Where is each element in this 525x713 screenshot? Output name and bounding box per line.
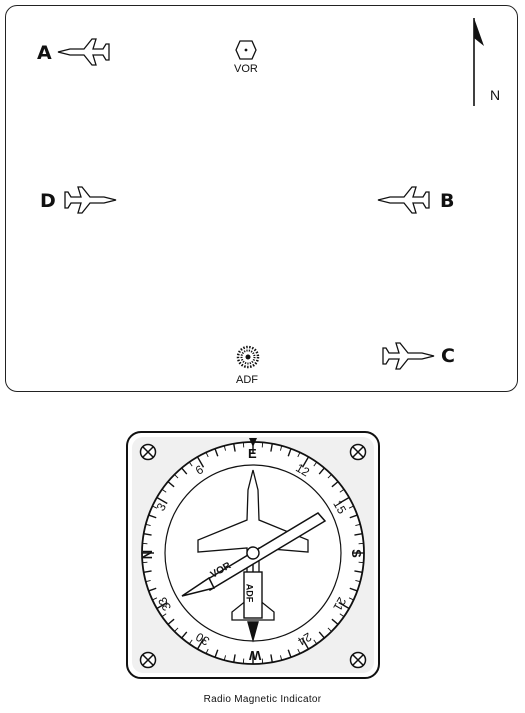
compass-tick [301, 638, 310, 650]
compass-tick [313, 639, 318, 645]
compass-tick [214, 448, 219, 457]
aircraft-a-label: A [37, 42, 52, 64]
compass-tick [174, 474, 179, 479]
compass-tick [161, 613, 167, 618]
compass-tick [205, 452, 209, 458]
compass-tick [143, 533, 152, 536]
compass-tick [145, 580, 151, 583]
north-arrow-icon [473, 18, 484, 106]
compass-tick [214, 649, 219, 658]
compass-ticks [142, 442, 364, 664]
aircraft-a-icon [57, 38, 110, 66]
compass-tick [327, 627, 332, 632]
rmi-caption: Radio Magnetic Indicator [203, 694, 322, 705]
compass-tick [349, 514, 358, 519]
compass-tick [188, 639, 193, 645]
adf-needle [243, 555, 263, 643]
compass-tick [313, 461, 318, 467]
compass-tick [156, 496, 168, 505]
compass-tick [287, 448, 292, 457]
compass-tick [143, 570, 152, 573]
aircraft-b-label: B [440, 190, 455, 212]
aircraft-d-icon [64, 186, 117, 214]
adf-label: ADF [236, 374, 258, 386]
compass-tick [152, 597, 158, 601]
compass-tick [354, 533, 363, 536]
aircraft-c-label: C [441, 345, 455, 367]
compass-tick [188, 461, 193, 467]
compass-tick [348, 597, 354, 601]
vor-station-icon [235, 40, 257, 60]
compass-tick [223, 445, 226, 451]
compass-tick [148, 514, 157, 519]
compass-tick [354, 570, 363, 573]
compass-tick [270, 654, 273, 663]
compass-tick [355, 523, 361, 526]
compass-tick [181, 467, 188, 475]
aircraft-c-icon [382, 342, 435, 370]
adf-station-icon [236, 345, 260, 369]
compass-tick [339, 488, 345, 493]
compass-tick [297, 648, 301, 654]
compass-tick [297, 452, 301, 458]
compass-tick [280, 445, 283, 451]
mount-screw-icon [139, 443, 367, 669]
compass-tick [349, 587, 358, 592]
compass-tick [233, 443, 236, 452]
rmi-cardinal-s: S [348, 549, 364, 558]
rmi-cardinal-w: W [249, 648, 262, 663]
compass-tick [318, 467, 325, 475]
compass-tick [331, 618, 339, 625]
adf-needle-label: ADF [244, 583, 255, 603]
compass-tick [348, 505, 354, 509]
compass-tick [174, 627, 179, 632]
compass-tick [196, 456, 205, 468]
compass-tick [152, 505, 158, 509]
compass-tick [327, 474, 332, 479]
compass-tick [331, 481, 339, 488]
compass-tick [205, 648, 209, 654]
aircraft-d-label: D [40, 190, 56, 212]
compass-tick [287, 649, 292, 658]
compass-tick [280, 655, 283, 661]
compass-tick [355, 580, 361, 583]
vor-needle [181, 512, 327, 597]
compass-tick [338, 601, 350, 610]
compass-tick [145, 523, 151, 526]
compass-tick [156, 601, 168, 610]
rmi-cardinal-n: N [140, 549, 156, 560]
compass-tick [233, 654, 236, 663]
compass-tick [167, 481, 175, 488]
compass-tick [181, 631, 188, 639]
aircraft-b-icon [377, 186, 430, 214]
compass-tick [270, 443, 273, 452]
north-label: N [490, 87, 501, 103]
compass-tick [148, 587, 157, 592]
compass-tick [318, 631, 325, 639]
compass-tick [196, 638, 205, 650]
compass-tick [161, 488, 167, 493]
map-panel [5, 5, 518, 392]
rmi-cardinal-e: E [248, 446, 257, 461]
compass-tick [223, 655, 226, 661]
compass-tick [339, 613, 345, 618]
vor-label: VOR [234, 63, 258, 75]
compass-tick [301, 456, 310, 468]
compass-tick [167, 618, 175, 625]
compass-tick [338, 496, 350, 505]
